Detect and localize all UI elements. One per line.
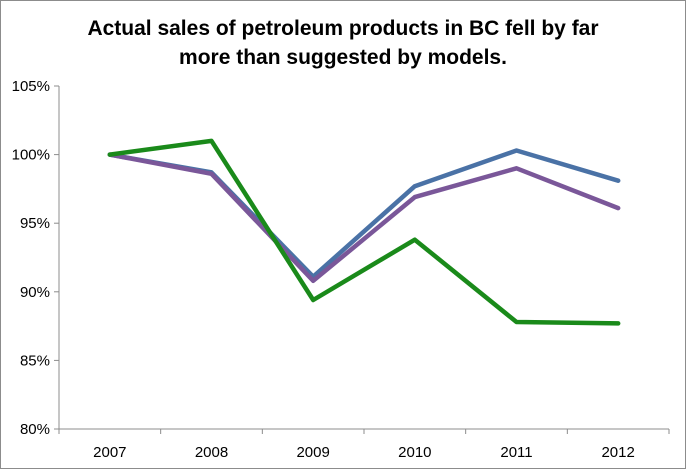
y-axis-labels: 80% 85% 90% 95% 100% 105% [12, 78, 50, 438]
y-tick-label: 85% [20, 352, 50, 369]
y-tick-label: 80% [20, 421, 50, 438]
y-tick-label: 105% [12, 78, 50, 95]
x-tick-label: 2007 [93, 444, 126, 461]
x-tick-label: 2011 [500, 444, 532, 461]
series-lines [107, 138, 621, 326]
y-tick-label: 95% [20, 215, 50, 232]
x-tick-label: 2012 [601, 444, 634, 461]
y-tick-label: 90% [20, 284, 50, 301]
x-tick-label: 2009 [296, 444, 329, 461]
series-line-2 [107, 152, 621, 284]
chart-title-line-1: Actual sales of petroleum products in BC… [87, 17, 599, 40]
x-tick-label: 2010 [398, 444, 431, 461]
chart-title: Actual sales of petroleum products in BC… [0, 14, 686, 72]
x-axis-labels: 2007 2008 2009 2010 2011 2012 [93, 444, 635, 461]
chart-axes [54, 85, 670, 434]
y-tick-label: 100% [12, 147, 50, 164]
series-line-3 [107, 138, 621, 326]
chart-title-line-2: more than suggested by models. [179, 46, 507, 69]
x-tick-label: 2008 [195, 444, 228, 461]
